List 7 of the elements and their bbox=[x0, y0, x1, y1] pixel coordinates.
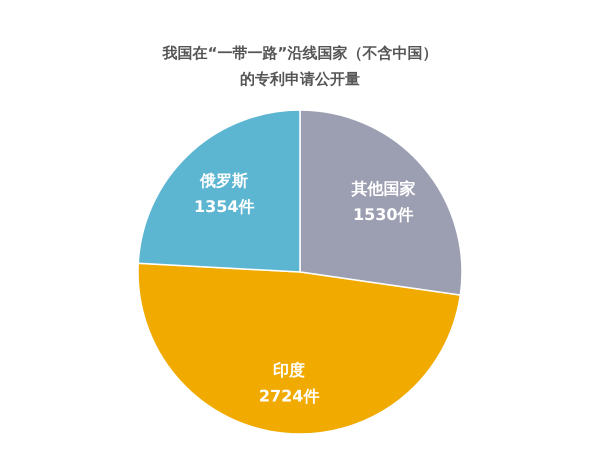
data-label: 2724件 bbox=[258, 386, 320, 406]
data-label: 1530件 bbox=[353, 204, 414, 224]
slice-label: 俄罗斯 bbox=[199, 171, 248, 190]
slice-label: 印度 bbox=[273, 360, 306, 380]
data-label: 1354件 bbox=[194, 197, 254, 216]
chart-title: 我国在“一带一路”沿线国家（不含中国）的专利申请公开量 bbox=[162, 44, 438, 88]
slice-label: 其他国家 bbox=[350, 178, 416, 198]
